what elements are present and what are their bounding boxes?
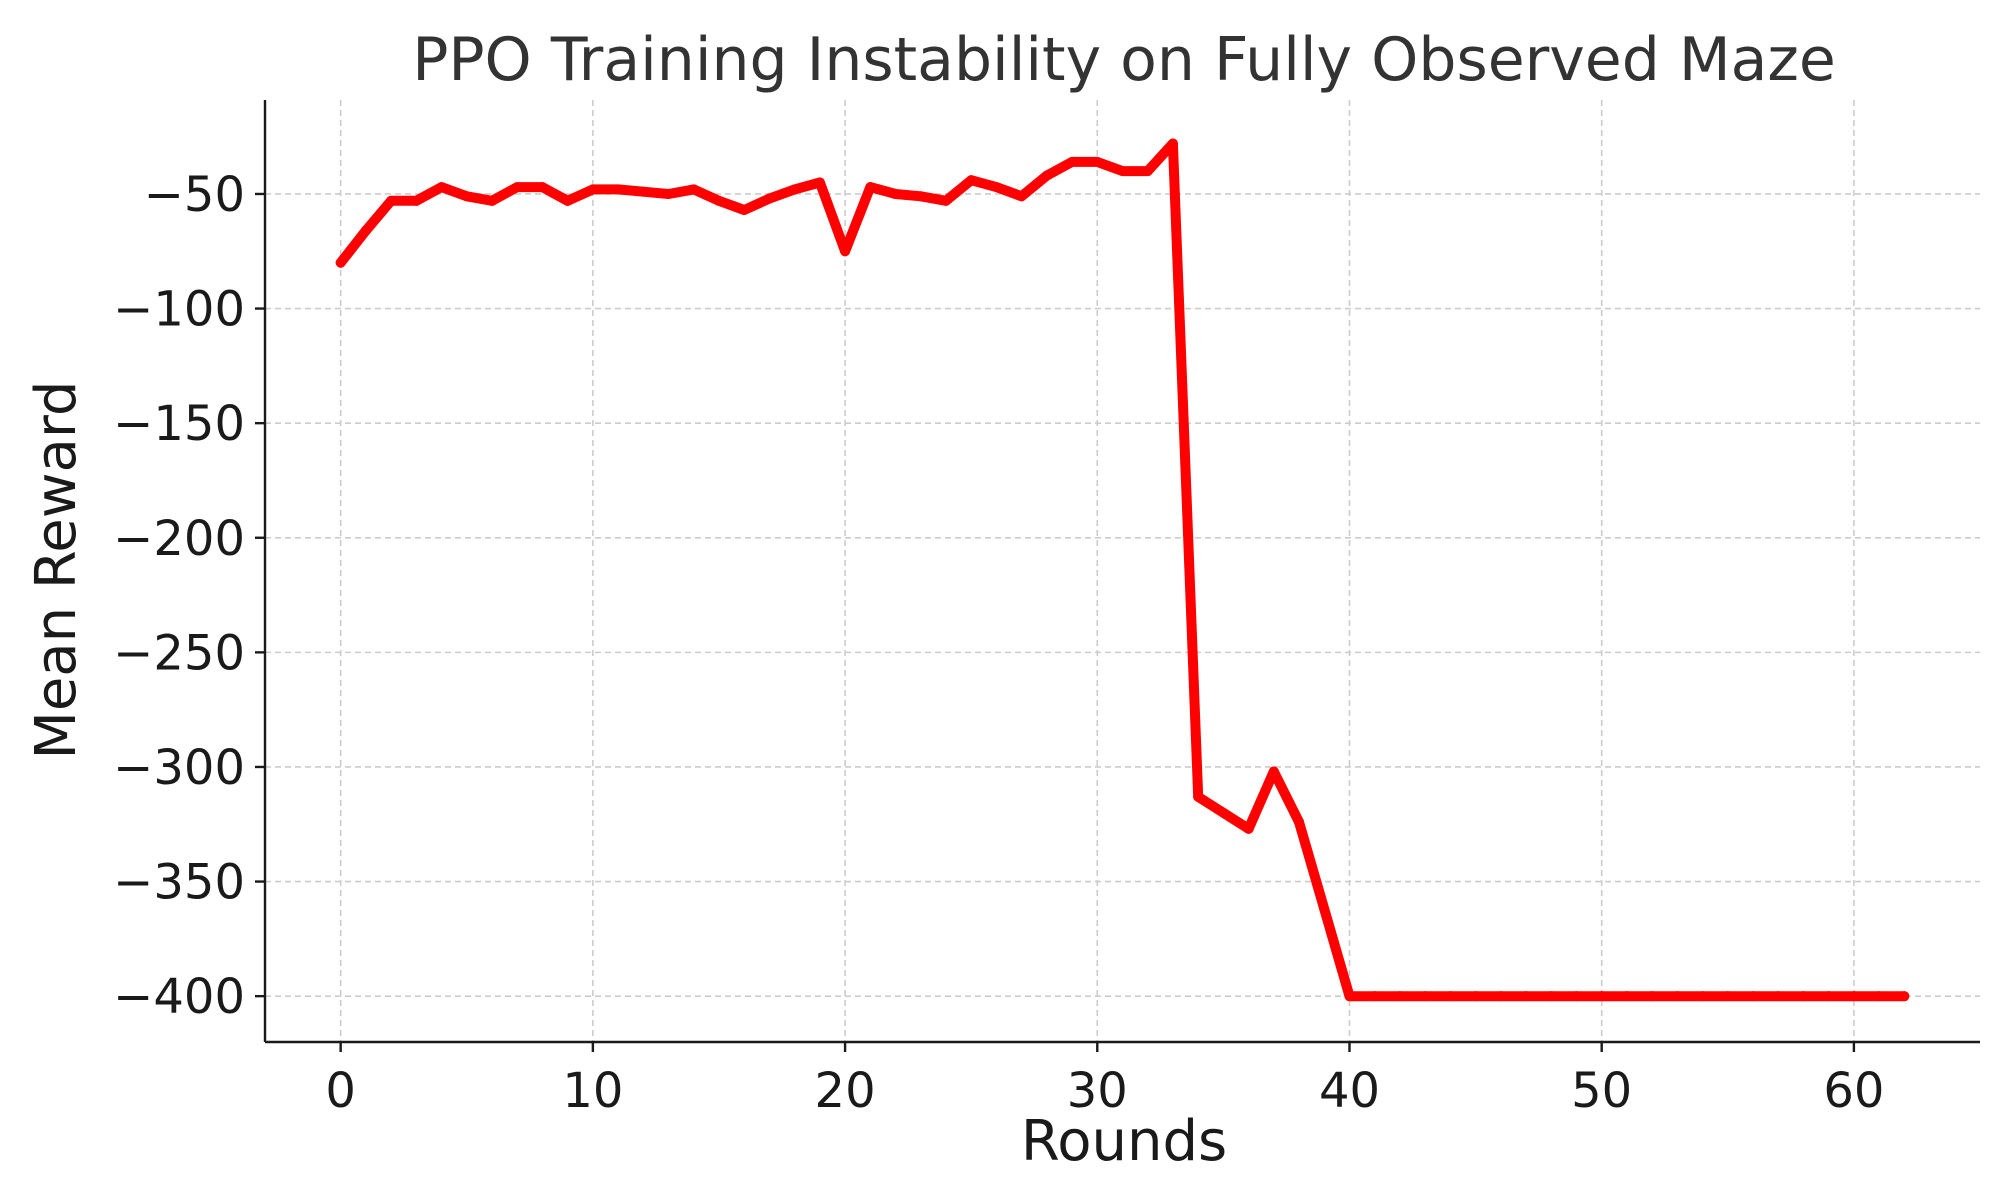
data-point <box>1521 991 1532 1002</box>
data-point <box>1294 816 1305 827</box>
data-point <box>1798 991 1809 1002</box>
data-point <box>1117 166 1128 177</box>
data-point <box>360 225 371 236</box>
data-point <box>713 195 724 206</box>
data-point <box>1546 991 1557 1002</box>
data-point <box>436 182 447 193</box>
y-tick-label: −50 <box>144 167 245 223</box>
data-point <box>1899 991 1910 1002</box>
grid <box>265 100 1980 1042</box>
y-ticks: −50 −100 −150 −200 −250 −300 −350 −400 <box>113 167 265 1025</box>
chart-title: PPO Training Instability on Fully Observ… <box>412 25 1836 95</box>
y-tick-label: −100 <box>113 282 245 338</box>
axes <box>263 100 1980 1044</box>
data-point <box>1571 991 1582 1002</box>
data-point <box>1748 991 1759 1002</box>
data-point <box>562 195 573 206</box>
data-point <box>1697 991 1708 1002</box>
data-point <box>1621 991 1632 1002</box>
data-point <box>537 182 548 193</box>
data-point <box>1344 991 1355 1002</box>
data-point <box>512 182 523 193</box>
data-point <box>587 184 598 195</box>
x-tick-label: 20 <box>815 1063 876 1119</box>
data-point <box>1041 170 1052 181</box>
data-point <box>1319 904 1330 915</box>
data-point <box>966 175 977 186</box>
data-point <box>411 195 422 206</box>
series-line <box>335 138 1910 1002</box>
data-point <box>739 205 750 216</box>
data-point <box>1420 991 1431 1002</box>
data-point <box>1218 807 1229 818</box>
series <box>335 138 1910 1002</box>
data-point <box>764 193 775 204</box>
y-axis-label: Mean Reward <box>24 381 89 760</box>
data-point <box>1848 991 1859 1002</box>
data-point <box>461 191 472 202</box>
data-point <box>1722 991 1733 1002</box>
x-axis-label: Rounds <box>1021 1109 1227 1174</box>
x-tick-label: 10 <box>562 1063 623 1119</box>
data-point <box>1142 166 1153 177</box>
data-point <box>1067 156 1078 167</box>
data-point <box>1394 991 1405 1002</box>
data-point <box>386 195 397 206</box>
data-point <box>1672 991 1683 1002</box>
y-tick-label: −250 <box>113 625 245 681</box>
data-point <box>1369 991 1380 1002</box>
data-point <box>335 257 346 268</box>
x-ticks: 0 10 20 30 40 50 60 <box>325 1042 1884 1119</box>
data-point <box>991 182 1002 193</box>
x-tick-label: 30 <box>1067 1063 1128 1119</box>
data-point <box>915 191 926 202</box>
data-point <box>1016 191 1027 202</box>
data-point <box>1167 138 1178 149</box>
data-point <box>1647 991 1658 1002</box>
data-point <box>638 186 649 197</box>
x-tick-label: 0 <box>325 1063 356 1119</box>
data-point <box>840 246 851 257</box>
data-point <box>814 177 825 188</box>
x-tick-label: 50 <box>1571 1063 1632 1119</box>
data-point <box>865 182 876 193</box>
data-point <box>688 184 699 195</box>
data-point <box>1823 991 1834 1002</box>
data-point <box>1773 991 1784 1002</box>
data-point <box>1495 991 1506 1002</box>
data-point <box>486 195 497 206</box>
y-tick-label: −350 <box>113 855 245 911</box>
y-tick-label: −400 <box>113 969 245 1025</box>
data-point <box>1470 991 1481 1002</box>
data-point <box>789 184 800 195</box>
data-point <box>1193 791 1204 802</box>
data-point <box>1874 991 1885 1002</box>
data-point <box>1268 766 1279 777</box>
data-point <box>663 188 674 199</box>
x-tick-label: 60 <box>1823 1063 1884 1119</box>
y-tick-label: −200 <box>113 511 245 567</box>
data-point <box>1596 991 1607 1002</box>
y-tick-label: −150 <box>113 396 245 452</box>
x-tick-label: 40 <box>1319 1063 1380 1119</box>
y-tick-label: −300 <box>113 740 245 796</box>
data-point <box>940 195 951 206</box>
data-point <box>1092 156 1103 167</box>
data-point <box>1445 991 1456 1002</box>
data-point <box>890 188 901 199</box>
data-point <box>613 184 624 195</box>
data-point <box>1243 823 1254 834</box>
